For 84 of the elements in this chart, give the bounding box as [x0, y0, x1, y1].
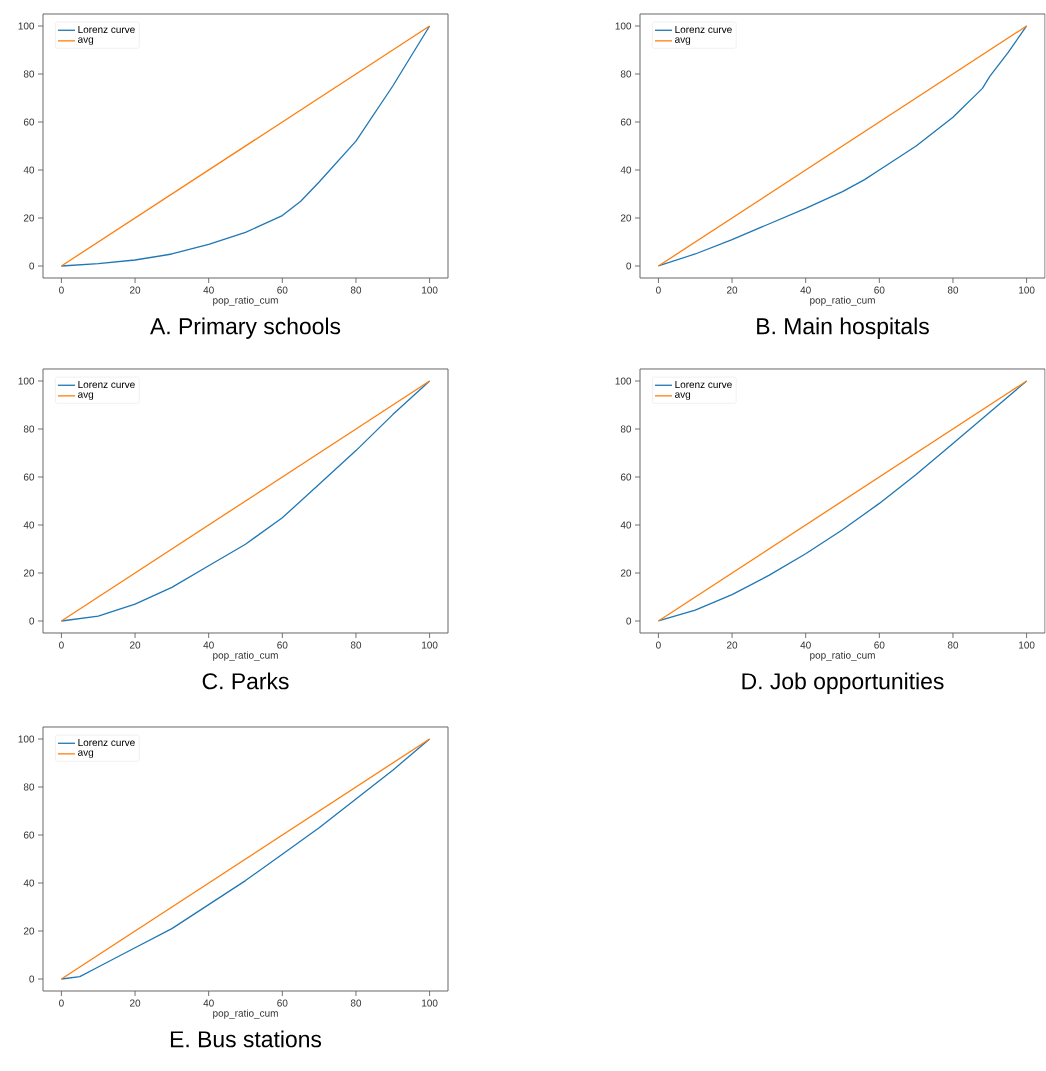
- line-series: [658, 25, 1028, 267]
- x-tick-label: 100: [422, 286, 438, 294]
- y-tick-label: 20: [621, 569, 632, 577]
- x-axis-title: pop_ratio_cum: [213, 1009, 279, 1019]
- y-tick-label: 60: [621, 473, 632, 481]
- x-tick-label: 80: [948, 641, 959, 649]
- x-tick-label: 20: [130, 641, 141, 649]
- x-tick-label: 60: [874, 641, 885, 649]
- y-tick-label: 20: [24, 569, 35, 577]
- line-series: [61, 25, 431, 267]
- y-tick-label: 60: [24, 118, 35, 126]
- y-tick-label: 100: [18, 735, 35, 743]
- x-tick-label: 40: [203, 641, 215, 649]
- legend-label: Lorenz curve: [78, 26, 136, 34]
- legend-label: Lorenz curve: [675, 381, 733, 389]
- y-tick-label: 80: [24, 783, 35, 791]
- x-tick-label: 60: [277, 286, 288, 294]
- y-tick-label: 80: [24, 70, 35, 78]
- legend-label: Lorenz curve: [78, 739, 136, 747]
- x-tick-label: 100: [422, 641, 438, 649]
- x-tick-label: 20: [130, 286, 141, 294]
- y-tick-label: 40: [23, 521, 35, 529]
- y-tick-label: 100: [615, 377, 632, 385]
- x-tick-label: 60: [874, 286, 885, 294]
- text: A. Primary schools: [150, 317, 341, 339]
- legend-label: Lorenz curve: [675, 26, 733, 34]
- y-tick-label: 80: [621, 425, 632, 433]
- y-tick-label: 20: [621, 214, 632, 222]
- x-tick-label: 100: [1019, 286, 1035, 294]
- x-tick-label: 20: [727, 641, 738, 649]
- x-tick-label: 60: [277, 999, 288, 1007]
- y-tick-label: 20: [24, 927, 35, 935]
- text: B. Main hospitals: [757, 317, 930, 339]
- x-tick-label: 0: [59, 641, 65, 649]
- x-tick-label: 0: [656, 286, 662, 294]
- y-tick-label: 40: [620, 166, 632, 174]
- text: C. Parks: [202, 672, 289, 690]
- legend-label: avg: [78, 392, 94, 400]
- x-tick-label: 80: [351, 286, 362, 294]
- y-tick-label: 100: [18, 377, 35, 385]
- y-tick-label: 0: [29, 975, 35, 983]
- x-tick-label: 0: [59, 286, 65, 294]
- legend-label: avg: [78, 750, 94, 758]
- x-tick-label: 40: [800, 641, 812, 649]
- x-tick-label: 20: [130, 999, 141, 1007]
- y-tick-label: 60: [24, 831, 35, 839]
- y-tick-label: 40: [23, 879, 35, 887]
- y-tick-label: 20: [24, 214, 35, 222]
- y-tick-label: 100: [18, 22, 35, 30]
- text: E. Bus stations: [171, 1030, 322, 1048]
- x-axis-title: pop_ratio_cum: [810, 651, 876, 661]
- y-tick-label: 40: [620, 521, 632, 529]
- y-tick-label: 0: [29, 617, 35, 625]
- legend-label: avg: [675, 37, 691, 45]
- x-tick-label: 100: [422, 999, 438, 1007]
- y-tick-label: 40: [23, 166, 35, 174]
- x-tick-label: 40: [203, 286, 215, 294]
- x-axis-title: pop_ratio_cum: [213, 651, 279, 661]
- x-tick-label: 20: [727, 286, 738, 294]
- y-tick-label: 100: [615, 22, 632, 30]
- legend-label: Lorenz curve: [78, 381, 136, 389]
- x-tick-label: 100: [1019, 641, 1035, 649]
- x-tick-label: 80: [948, 286, 959, 294]
- legend-label: avg: [675, 392, 691, 400]
- y-tick-label: 80: [621, 70, 632, 78]
- x-tick-label: 0: [656, 641, 662, 649]
- x-tick-label: 40: [800, 286, 812, 294]
- legend-label: avg: [78, 37, 94, 45]
- x-tick-label: 40: [203, 999, 215, 1007]
- y-tick-label: 0: [626, 262, 632, 270]
- x-axis-title: pop_ratio_cum: [810, 296, 876, 306]
- y-tick-label: 60: [621, 118, 632, 126]
- y-tick-label: 0: [626, 617, 632, 625]
- x-tick-label: 80: [351, 999, 362, 1007]
- x-axis-title: pop_ratio_cum: [213, 296, 279, 306]
- y-tick-label: 0: [29, 262, 35, 270]
- line-series: [61, 380, 431, 622]
- y-tick-label: 80: [24, 425, 35, 433]
- y-tick-label: 60: [24, 473, 35, 481]
- x-tick-label: 80: [351, 641, 362, 649]
- line-series: [658, 380, 1028, 622]
- x-tick-label: 60: [277, 641, 288, 649]
- x-tick-label: 0: [59, 999, 65, 1007]
- text: D. Job opportunities: [742, 672, 944, 694]
